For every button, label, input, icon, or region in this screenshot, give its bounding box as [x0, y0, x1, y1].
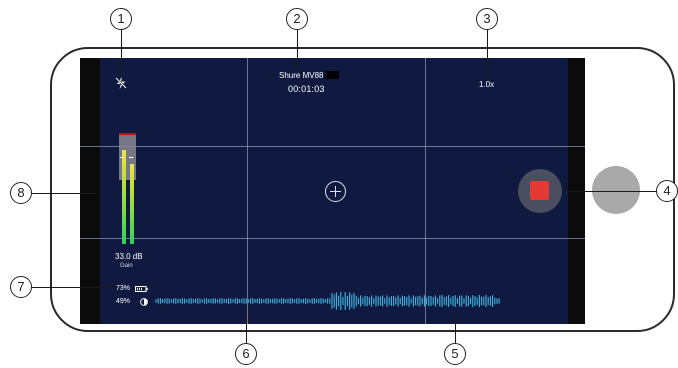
- callout-8: 8: [10, 182, 32, 204]
- callout-2: 2: [286, 8, 308, 30]
- focus-crosshair-icon[interactable]: [325, 181, 346, 202]
- callout-leader-6: [246, 306, 247, 344]
- zoom-level[interactable]: 1.0x: [479, 80, 495, 89]
- callout-leader-4: [562, 191, 657, 192]
- callout-leader-8: [31, 193, 96, 194]
- level-meter-left: [122, 150, 126, 244]
- home-button[interactable]: [592, 166, 640, 214]
- callout-leader-1: [121, 29, 122, 74]
- grid-line-horizontal-2: [80, 238, 585, 239]
- brightness-icon: [140, 298, 148, 306]
- stop-record-icon: [530, 181, 549, 200]
- battery-percent: 73%: [116, 285, 131, 292]
- gain-label: Gain: [120, 263, 133, 269]
- callout-6: 6: [235, 343, 257, 365]
- peak-hold-left: [120, 157, 124, 158]
- callout-leader-3: [487, 29, 488, 77]
- device-name: Shure MV88: [279, 71, 324, 80]
- peak-hold-right: [129, 157, 133, 158]
- audio-waveform: [155, 292, 500, 310]
- grid-line-horizontal-1: [80, 146, 585, 147]
- level-meter-right: [130, 164, 134, 244]
- callout-3: 3: [476, 8, 498, 30]
- brightness-percent: 49%: [116, 298, 131, 305]
- callout-leader-7: [31, 287, 116, 288]
- flash-off-icon[interactable]: [114, 76, 128, 90]
- callout-1: 1: [110, 8, 132, 30]
- level-meter-clip-indicator: [119, 133, 136, 135]
- battery-icon: [135, 286, 148, 292]
- callout-5: 5: [444, 343, 466, 365]
- grid-line-vertical-2: [425, 58, 426, 324]
- callout-4: 4: [656, 180, 678, 202]
- callout-leader-2: [297, 29, 298, 68]
- gain-value[interactable]: 33.0 dB: [115, 252, 143, 261]
- callout-7: 7: [10, 276, 32, 298]
- device-indicator: [325, 71, 339, 79]
- left-letterbox: [80, 58, 100, 324]
- grid-line-vertical-1: [247, 58, 248, 324]
- record-stop-button[interactable]: [518, 169, 562, 213]
- recording-timer: 00:01:03: [288, 84, 325, 94]
- callout-leader-5: [455, 312, 456, 344]
